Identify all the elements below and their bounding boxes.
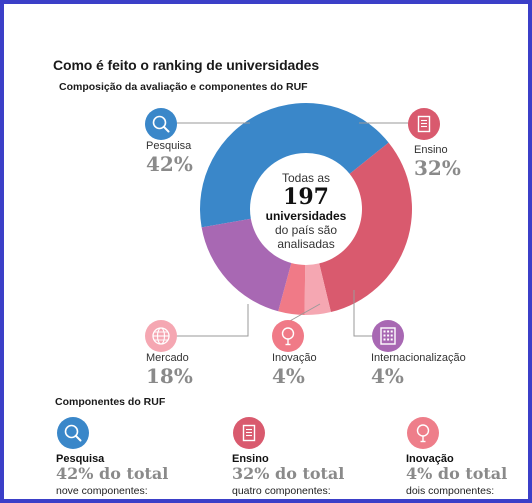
label-inovacao: Inovação 4%: [272, 352, 317, 388]
component-inovacao-total: 4% do total: [406, 464, 508, 483]
label-inovacao-pct: 4%: [272, 364, 305, 388]
center-universities: universidades: [265, 209, 347, 223]
label-mercado: Mercado 18%: [146, 352, 193, 388]
component-pesquisa-desc: nove componentes:: [56, 485, 148, 497]
label-internacionalizacao: Internacionalização 4%: [371, 352, 466, 388]
donut-slice-internacionalizacao: [304, 263, 331, 315]
label-ensino-name: Ensino: [414, 144, 448, 156]
component-pesquisa-total: 42% do total: [56, 464, 169, 483]
center-line4: do país são: [274, 223, 338, 237]
component-pesquisa-name: Pesquisa: [56, 453, 105, 465]
donut-slice-inovacao: [278, 263, 306, 315]
component-inovacao-desc: dois componentes:: [406, 485, 495, 497]
label-ensino: Ensino 32%: [414, 144, 461, 180]
component-inovacao-name: Inovação: [406, 453, 454, 465]
magnifier-icon: [145, 108, 177, 140]
donut-slice-mercado: [201, 218, 292, 312]
globe-icon: [145, 320, 177, 352]
component-ensino-name: Ensino: [232, 453, 269, 465]
component-ensino-total: 32% do total: [232, 464, 345, 483]
label-internacionalizacao-pct: 4%: [371, 364, 404, 388]
components-title: Componentes do RUF: [55, 396, 166, 408]
label-pesquisa-name: Pesquisa: [146, 140, 192, 152]
label-ensino-pct: 32%: [414, 156, 461, 180]
center-line1: Todas as: [281, 171, 331, 185]
center-text: Todas as 197 universidades do país são a…: [256, 171, 356, 251]
donut-slice-ensino: [319, 142, 413, 313]
grid-icon: [372, 320, 404, 352]
lightbulb-icon: [407, 417, 439, 449]
label-pesquisa-pct: 42%: [146, 152, 193, 176]
magnifier-icon: [57, 417, 89, 449]
document-icon: [408, 108, 440, 140]
label-inovacao-name: Inovação: [272, 352, 317, 364]
chart-subtitle: Composição da avaliação e componentes do…: [59, 81, 308, 93]
label-mercado-name: Mercado: [146, 352, 189, 364]
leader-line: [161, 304, 249, 337]
center-line5: analisadas: [277, 237, 335, 251]
component-ensino-desc: quatro componentes:: [232, 485, 331, 497]
leader-line: [287, 303, 321, 323]
center-number: 197: [283, 184, 329, 210]
page-title: Como é feito o ranking de universidades: [53, 57, 320, 73]
label-pesquisa: Pesquisa 42%: [146, 140, 193, 176]
label-internacionalizacao-name: Internacionalização: [371, 352, 466, 364]
document-icon: [233, 417, 265, 449]
label-mercado-pct: 18%: [146, 364, 193, 388]
lightbulb-icon: [272, 320, 304, 352]
donut-slice-pesquisa: [200, 103, 389, 228]
donut-chart: [145, 103, 440, 352]
